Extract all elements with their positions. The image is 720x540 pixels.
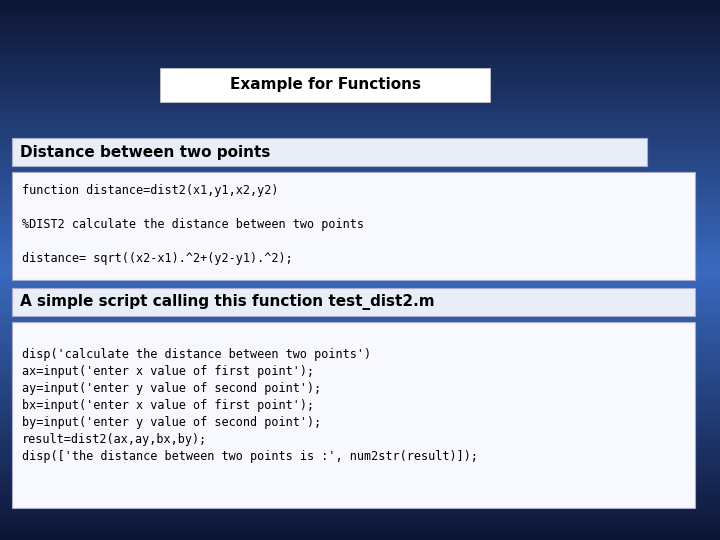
- Text: Example for Functions: Example for Functions: [230, 78, 420, 92]
- FancyBboxPatch shape: [12, 322, 695, 508]
- FancyBboxPatch shape: [12, 288, 695, 316]
- FancyBboxPatch shape: [12, 172, 695, 280]
- Text: %DIST2 calculate the distance between two points: %DIST2 calculate the distance between tw…: [22, 218, 364, 231]
- Text: bx=input('enter x value of first point');: bx=input('enter x value of first point')…: [22, 399, 314, 412]
- FancyBboxPatch shape: [12, 138, 647, 166]
- Text: Distance between two points: Distance between two points: [20, 145, 271, 159]
- Text: function distance=dist2(x1,y1,x2,y2): function distance=dist2(x1,y1,x2,y2): [22, 184, 279, 197]
- Text: distance= sqrt((x2-x1).^2+(y2-y1).^2);: distance= sqrt((x2-x1).^2+(y2-y1).^2);: [22, 252, 293, 265]
- Text: A simple script calling this function test_dist2.m: A simple script calling this function te…: [20, 294, 435, 310]
- FancyBboxPatch shape: [160, 68, 490, 102]
- Text: disp('calculate the distance between two points'): disp('calculate the distance between two…: [22, 348, 371, 361]
- Text: ay=input('enter y value of second point');: ay=input('enter y value of second point'…: [22, 382, 321, 395]
- Text: ax=input('enter x value of first point');: ax=input('enter x value of first point')…: [22, 365, 314, 378]
- Text: by=input('enter y value of second point');: by=input('enter y value of second point'…: [22, 416, 321, 429]
- Text: result=dist2(ax,ay,bx,by);: result=dist2(ax,ay,bx,by);: [22, 433, 207, 446]
- Text: disp(['the distance between two points is :', num2str(result)]);: disp(['the distance between two points i…: [22, 450, 478, 463]
